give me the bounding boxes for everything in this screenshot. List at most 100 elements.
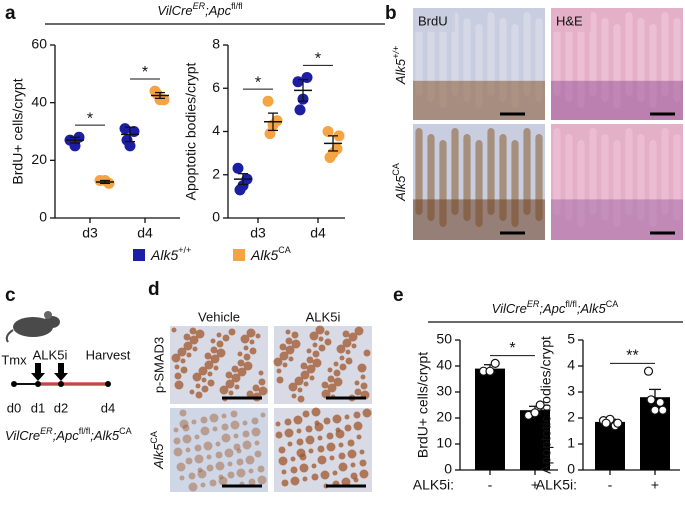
stained-nucleus <box>210 346 218 354</box>
stained-nucleus <box>242 420 248 426</box>
stained-nucleus <box>278 456 288 466</box>
villus <box>415 128 423 215</box>
stained-nucleus <box>240 334 250 344</box>
stained-nucleus <box>305 425 313 433</box>
stained-nucleus <box>177 347 187 357</box>
stained-nucleus <box>219 385 229 395</box>
stained-nucleus <box>207 371 213 377</box>
villus <box>661 12 669 96</box>
header-part: ER <box>193 1 206 11</box>
row-label-part: +/+ <box>391 46 401 59</box>
stained-nucleus <box>312 358 322 368</box>
stained-nucleus <box>245 455 255 465</box>
stained-nucleus <box>174 364 180 370</box>
stained-nucleus <box>176 462 186 472</box>
genotype: VilCreER;Apcfl/fl;Alk5CA <box>5 426 132 443</box>
x-tick-label: d4 <box>137 225 153 241</box>
stained-nucleus <box>311 407 321 417</box>
stained-nucleus <box>173 427 179 433</box>
header-part: ;Apc <box>539 301 566 316</box>
legend-superscript: +/+ <box>178 245 191 255</box>
timepoint <box>58 381 64 387</box>
stained-nucleus <box>288 356 294 362</box>
data-point <box>294 104 306 116</box>
micrograph <box>170 408 268 492</box>
stained-nucleus <box>182 434 192 444</box>
data-point <box>232 162 244 174</box>
stained-nucleus <box>192 372 202 382</box>
stained-nucleus <box>189 335 199 345</box>
y-tick-label: 50 <box>436 331 452 347</box>
day-label: d0 <box>7 400 21 415</box>
stained-nucleus <box>278 446 286 454</box>
stained-nucleus <box>198 366 208 376</box>
stained-nucleus <box>248 478 256 486</box>
stained-nucleus <box>183 341 193 351</box>
stained-nucleus <box>281 469 287 475</box>
stained-nucleus <box>362 408 372 418</box>
data-point <box>322 126 334 137</box>
stained-nucleus <box>228 328 236 336</box>
row-label-part: Alk5 <box>151 443 166 470</box>
stained-nucleus <box>354 388 362 396</box>
significance-label: * <box>87 110 93 127</box>
bar <box>520 410 550 470</box>
stained-nucleus <box>171 353 181 363</box>
mouse-icon <box>5 311 60 343</box>
stained-nucleus <box>333 369 341 377</box>
villus <box>523 12 531 96</box>
column-label: Vehicle <box>198 309 240 324</box>
stained-nucleus <box>360 374 366 380</box>
x-tick-label: d3 <box>82 225 98 241</box>
stained-nucleus <box>347 439 355 447</box>
data-point <box>601 418 611 428</box>
data-point <box>613 418 623 428</box>
y-tick-label: 10 <box>436 435 452 451</box>
timepoint <box>11 381 17 387</box>
crypt-zone <box>413 199 545 240</box>
stained-nucleus <box>188 482 198 492</box>
villus <box>661 128 669 215</box>
event-label: Harvest <box>86 347 131 362</box>
y-axis-label: BrdU+ cells/crypt <box>10 78 26 184</box>
data-point <box>262 95 274 107</box>
y-tick-label: 3 <box>567 383 575 399</box>
significance-label: * <box>142 64 148 81</box>
villus <box>589 12 597 96</box>
stained-nucleus <box>246 328 256 338</box>
y-tick-label: 4 <box>212 122 220 138</box>
header-part: fl/fl <box>231 1 243 11</box>
stained-nucleus <box>311 473 319 481</box>
stained-nucleus <box>327 367 333 373</box>
x-prefix: ALK5i: <box>536 477 577 493</box>
stained-nucleus <box>315 325 325 335</box>
crypt-zone <box>413 80 545 120</box>
panel-label: c <box>5 285 16 306</box>
stained-nucleus <box>213 365 219 371</box>
stained-nucleus <box>242 440 252 450</box>
stained-nucleus <box>210 338 216 344</box>
y-tick-label: 4 <box>567 357 575 373</box>
legend-label: Alk5+/+ <box>150 245 191 262</box>
panel-label: e <box>393 285 404 306</box>
stained-nucleus <box>302 476 308 482</box>
data-point <box>490 358 500 368</box>
stained-nucleus <box>285 337 293 345</box>
y-axis-label: Apoptotic bodies/crypt <box>183 63 199 201</box>
stained-nucleus <box>254 440 260 446</box>
stained-nucleus <box>203 441 213 451</box>
stained-nucleus <box>302 410 310 418</box>
stained-nucleus <box>233 433 239 439</box>
stained-nucleus <box>338 462 348 472</box>
stained-nucleus <box>257 475 267 485</box>
villus <box>565 134 573 221</box>
data-point <box>650 405 660 415</box>
data-point <box>530 408 540 418</box>
stained-nucleus <box>197 469 207 479</box>
stained-nucleus <box>293 415 303 425</box>
villus <box>451 128 459 215</box>
stained-nucleus <box>251 417 259 425</box>
stained-nucleus <box>294 376 304 386</box>
panel-label: d <box>148 279 160 300</box>
y-tick-label: 20 <box>31 151 47 167</box>
